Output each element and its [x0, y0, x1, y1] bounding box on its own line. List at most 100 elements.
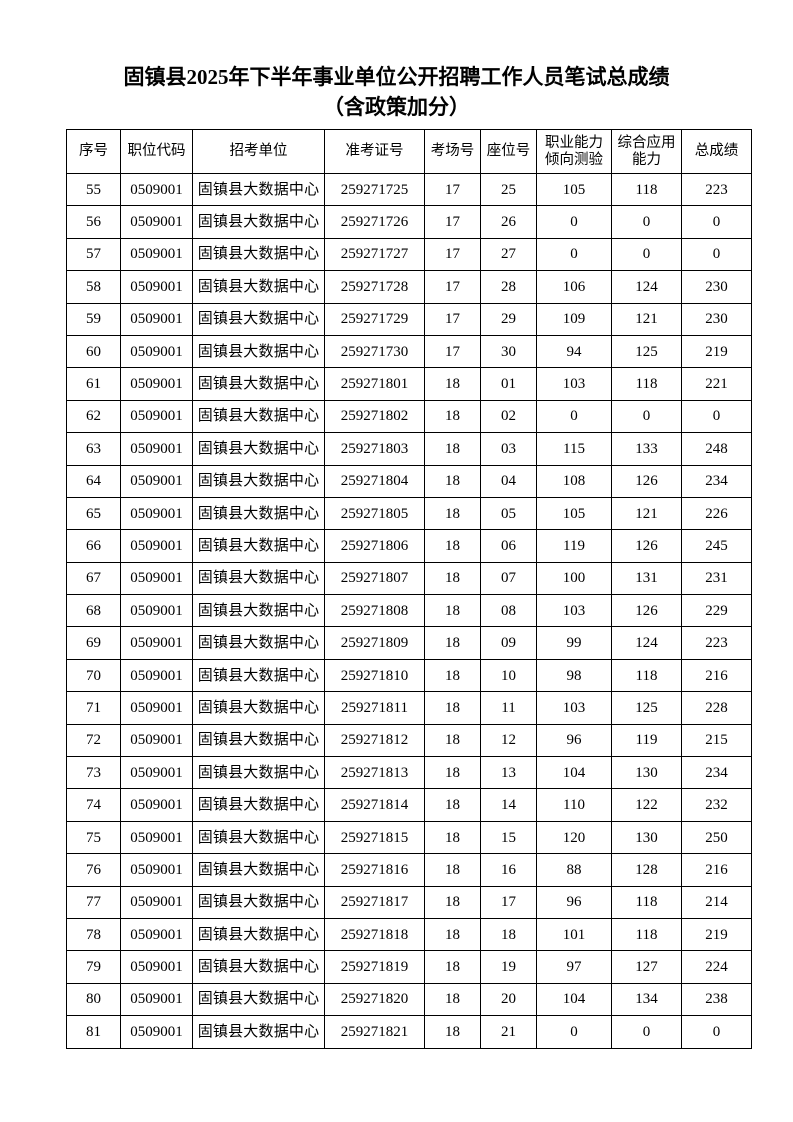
cell-index: 70 — [66, 658, 121, 693]
cell-compreh: 122 — [611, 788, 682, 822]
cell-seat_no: 29 — [480, 302, 537, 336]
cell-job_code: 0509001 — [120, 756, 193, 790]
cell-ticket_no: 259271811 — [324, 691, 425, 725]
cell-unit: 固镇县大数据中心 — [192, 496, 325, 531]
cell-unit: 固镇县大数据中心 — [192, 982, 325, 1017]
cell-total: 250 — [681, 820, 752, 855]
table-row: 70 0509001 固镇县大数据中心 259271810 18 10 98 118 216 — [66, 658, 752, 693]
cell-total: 215 — [681, 723, 752, 758]
cell-total: 0 — [681, 1015, 752, 1049]
cell-job_code: 0509001 — [120, 205, 193, 239]
cell-ticket_no: 259271726 — [324, 205, 425, 239]
cell-job_code: 0509001 — [120, 270, 193, 304]
table-row: 56 0509001 固镇县大数据中心 259271726 17 26 0 0 0 — [66, 205, 752, 239]
cell-index: 60 — [66, 334, 121, 369]
cell-ticket_no: 259271809 — [324, 626, 425, 660]
cell-total: 0 — [681, 237, 752, 272]
cell-seat_no: 21 — [480, 1015, 537, 1049]
cell-compreh: 118 — [611, 658, 682, 693]
cell-total: 231 — [681, 561, 752, 596]
cell-aptitude: 104 — [536, 756, 612, 790]
cell-aptitude: 0 — [536, 237, 612, 272]
cell-total: 230 — [681, 302, 752, 336]
cell-total: 232 — [681, 788, 752, 822]
cell-job_code: 0509001 — [120, 302, 193, 336]
cell-ticket_no: 259271802 — [324, 399, 425, 434]
cell-unit: 固镇县大数据中心 — [192, 172, 325, 207]
column-header-ticket_no: 准考证号 — [324, 129, 425, 174]
table-body: 55 0509001 固镇县大数据中心 259271725 17 25 105 118 223 5… — [66, 172, 752, 1049]
cell-compreh: 131 — [611, 561, 682, 596]
cell-unit: 固镇县大数据中心 — [192, 399, 325, 434]
cell-compreh: 125 — [611, 691, 682, 725]
cell-index: 61 — [66, 367, 121, 401]
cell-job_code: 0509001 — [120, 1015, 193, 1049]
cell-unit: 固镇县大数据中心 — [192, 820, 325, 855]
cell-room_no: 17 — [424, 270, 481, 304]
table-row: 77 0509001 固镇县大数据中心 259271817 18 17 96 118 214 — [66, 885, 752, 919]
table-row: 66 0509001 固镇县大数据中心 259271806 18 06 119 126 245 — [66, 529, 752, 563]
cell-unit: 固镇县大数据中心 — [192, 529, 325, 563]
cell-unit: 固镇县大数据中心 — [192, 853, 325, 887]
cell-ticket_no: 259271728 — [324, 270, 425, 304]
column-header-total: 总成绩 — [681, 129, 752, 174]
table-row: 60 0509001 固镇县大数据中心 259271730 17 30 94 125 219 — [66, 334, 752, 369]
column-header-job_code: 职位代码 — [120, 129, 193, 174]
cell-compreh: 127 — [611, 950, 682, 984]
column-header-room_no: 考场号 — [424, 129, 481, 174]
cell-total: 214 — [681, 885, 752, 919]
cell-compreh: 130 — [611, 756, 682, 790]
cell-job_code: 0509001 — [120, 691, 193, 725]
cell-room_no: 18 — [424, 464, 481, 498]
cell-ticket_no: 259271820 — [324, 982, 425, 1017]
cell-unit: 固镇县大数据中心 — [192, 561, 325, 596]
cell-total: 0 — [681, 205, 752, 239]
cell-seat_no: 19 — [480, 950, 537, 984]
cell-aptitude: 120 — [536, 820, 612, 855]
cell-seat_no: 07 — [480, 561, 537, 596]
cell-compreh: 133 — [611, 432, 682, 466]
cell-unit: 固镇县大数据中心 — [192, 432, 325, 466]
cell-unit: 固镇县大数据中心 — [192, 1015, 325, 1049]
cell-compreh: 118 — [611, 367, 682, 401]
cell-aptitude: 88 — [536, 853, 612, 887]
cell-aptitude: 0 — [536, 205, 612, 239]
cell-ticket_no: 259271729 — [324, 302, 425, 336]
cell-unit: 固镇县大数据中心 — [192, 237, 325, 272]
cell-unit: 固镇县大数据中心 — [192, 270, 325, 304]
cell-index: 67 — [66, 561, 121, 596]
cell-total: 216 — [681, 853, 752, 887]
cell-room_no: 18 — [424, 367, 481, 401]
table-row: 67 0509001 固镇县大数据中心 259271807 18 07 100 131 231 — [66, 561, 752, 596]
cell-ticket_no: 259271816 — [324, 853, 425, 887]
cell-seat_no: 27 — [480, 237, 537, 272]
table-row: 62 0509001 固镇县大数据中心 259271802 18 02 0 0 0 — [66, 399, 752, 434]
cell-unit: 固镇县大数据中心 — [192, 917, 325, 952]
cell-seat_no: 04 — [480, 464, 537, 498]
cell-job_code: 0509001 — [120, 432, 193, 466]
cell-room_no: 18 — [424, 788, 481, 822]
cell-compreh: 126 — [611, 594, 682, 628]
cell-total: 223 — [681, 172, 752, 207]
cell-aptitude: 103 — [536, 691, 612, 725]
cell-seat_no: 16 — [480, 853, 537, 887]
cell-seat_no: 18 — [480, 917, 537, 952]
cell-compreh: 125 — [611, 334, 682, 369]
cell-room_no: 18 — [424, 399, 481, 434]
cell-ticket_no: 259271818 — [324, 917, 425, 952]
cell-aptitude: 99 — [536, 626, 612, 660]
cell-room_no: 18 — [424, 561, 481, 596]
cell-aptitude: 109 — [536, 302, 612, 336]
cell-total: 238 — [681, 982, 752, 1017]
cell-room_no: 18 — [424, 1015, 481, 1049]
column-header-unit: 招考单位 — [192, 129, 325, 174]
cell-index: 69 — [66, 626, 121, 660]
cell-seat_no: 02 — [480, 399, 537, 434]
table-row: 58 0509001 固镇县大数据中心 259271728 17 28 106 124 230 — [66, 270, 752, 304]
cell-job_code: 0509001 — [120, 723, 193, 758]
cell-index: 71 — [66, 691, 121, 725]
cell-unit: 固镇县大数据中心 — [192, 205, 325, 239]
cell-index: 73 — [66, 756, 121, 790]
table-row: 61 0509001 固镇县大数据中心 259271801 18 01 103 118 221 — [66, 367, 752, 401]
cell-compreh: 118 — [611, 885, 682, 919]
